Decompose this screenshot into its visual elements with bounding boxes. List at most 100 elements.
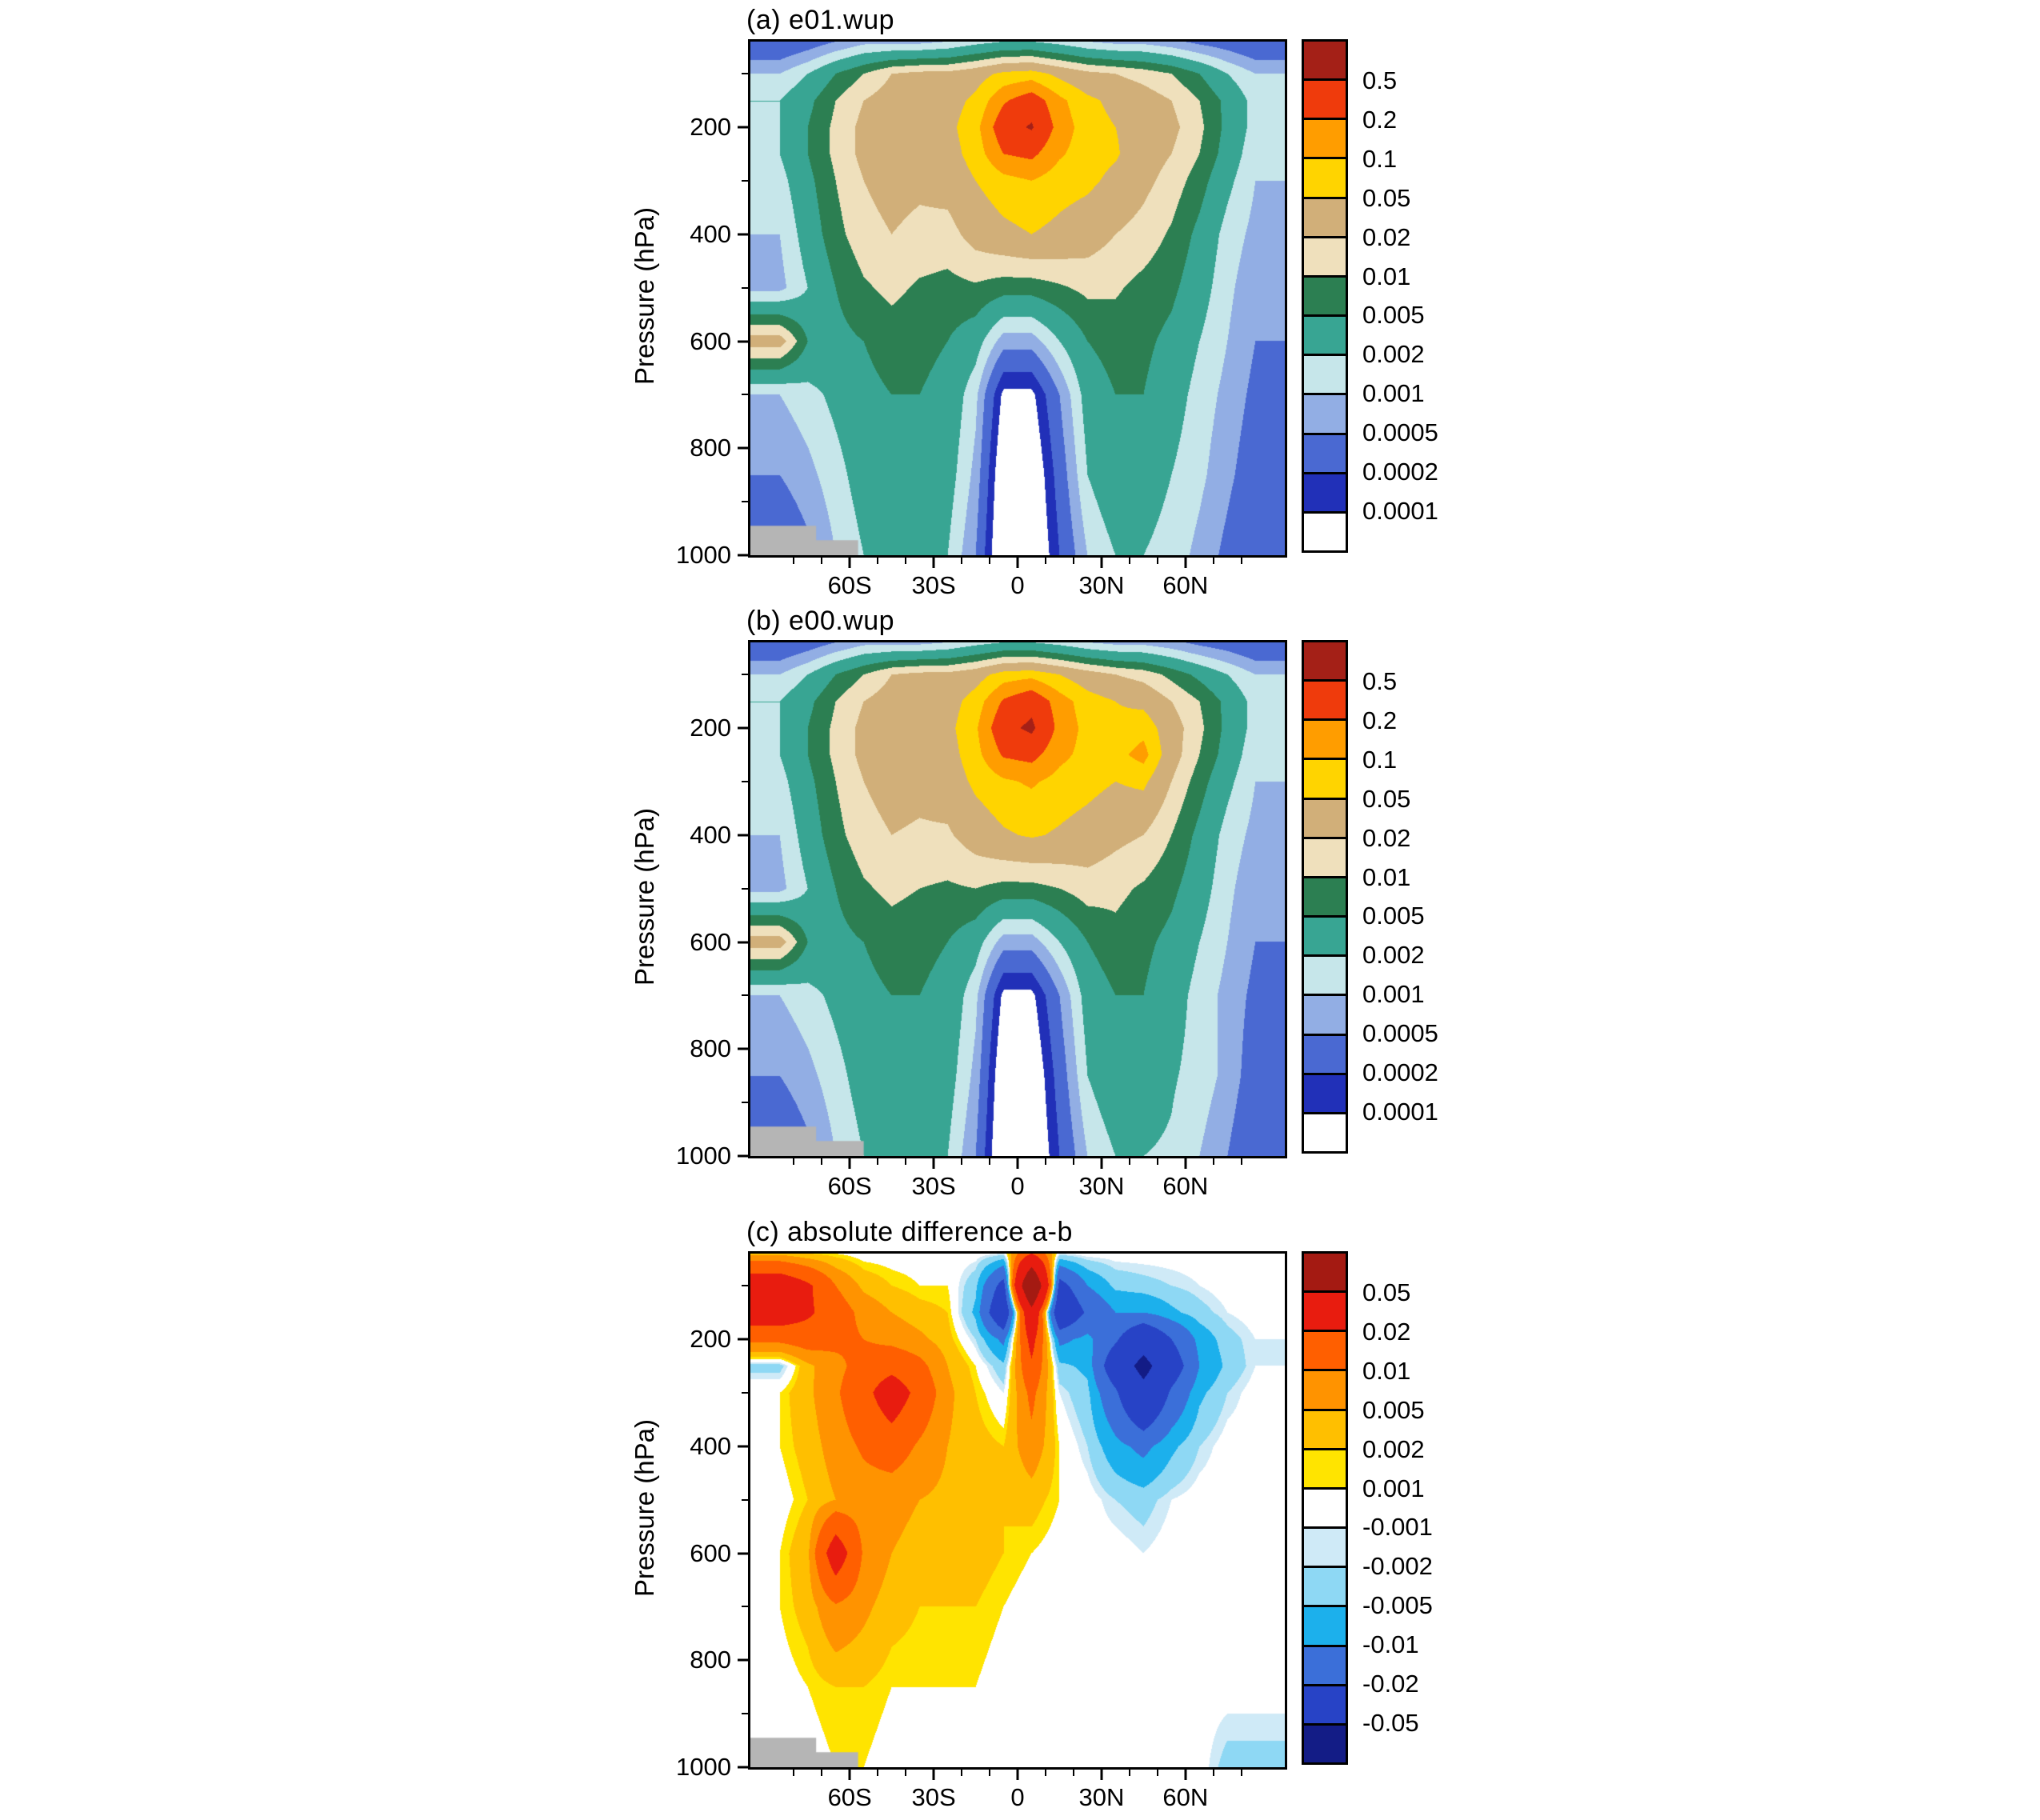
colorbar-label: 0.0001 [1362,497,1438,526]
x-tick-label: 30S [911,1783,956,1811]
colorbar-label: 0.001 [1362,980,1425,1009]
colorbar-label: 0.2 [1362,105,1398,134]
colorbar-label: 0.05 [1362,1278,1411,1306]
colorbar-label: 0.005 [1362,902,1425,930]
panel-c-title: (c) absolute difference a-b [746,1217,1073,1247]
x-minor-tick [989,1158,991,1165]
y-major-tick [738,340,748,342]
panel-a-colorbar [1302,39,1348,553]
x-tick-label: 30S [911,1172,956,1200]
y-major-tick [738,1338,748,1341]
x-minor-tick [905,1770,907,1776]
y-minor-tick [742,179,748,182]
colorbar-label: 0.02 [1362,823,1411,852]
x-minor-tick [989,558,991,564]
y-minor-tick [742,1102,748,1104]
colorbar-label: 0.5 [1362,666,1398,695]
panel-b-colorbar [1302,640,1348,1154]
colorbar-cell [1304,1486,1346,1527]
y-tick-label: 800 [690,1034,731,1063]
x-minor-tick [1072,558,1074,564]
x-major-tick [848,558,851,568]
x-minor-tick [1240,558,1242,564]
y-tick-label: 600 [690,1538,731,1567]
y-major-tick [738,1658,748,1662]
x-minor-tick [961,558,963,564]
colorbar-label: 0.0001 [1362,1098,1438,1126]
colorbar-label: 0.05 [1362,183,1411,212]
y-minor-tick [742,1391,748,1394]
y-minor-tick [742,501,748,503]
y-tick-label: 600 [690,927,731,956]
colorbar-label: 0.0005 [1362,1019,1438,1048]
x-major-tick [932,1770,935,1780]
colorbar-cell [1304,1526,1346,1566]
colorbar-cell [1304,471,1346,511]
y-tick-label: 1000 [676,541,731,569]
colorbar-cell [1304,994,1346,1034]
colorbar-cell [1304,1408,1346,1448]
x-tick-label: 60S [827,1783,872,1811]
y-tick-label: 600 [690,326,731,355]
colorbar-label: 0.002 [1362,1434,1425,1463]
panel-a-y-axis-label: Pressure (hPa) [630,207,659,385]
y-minor-tick [742,674,748,676]
y-major-tick [738,446,748,450]
y-minor-tick [742,1606,748,1608]
y-tick-label: 800 [690,1646,731,1674]
x-tick-label: 0 [1010,571,1025,599]
x-minor-tick [1044,558,1046,564]
colorbar-cell [1304,642,1346,680]
y-minor-tick [742,1713,748,1715]
colorbar-label: 0.0002 [1362,1058,1438,1087]
colorbar-cell [1304,354,1346,394]
y-major-tick [738,1766,748,1769]
colorbar-cell [1304,1290,1346,1330]
y-minor-tick [742,286,748,289]
panel-a-title: (a) e01.wup [746,5,895,35]
x-minor-tick [1240,1158,1242,1165]
x-tick-label: 60S [827,571,872,599]
colorbar-cell [1304,118,1346,158]
x-tick-label: 30N [1078,1172,1125,1200]
x-major-tick [1184,558,1187,568]
colorbar-cell [1304,758,1346,798]
y-major-tick [738,834,748,837]
colorbar-label: 0.0002 [1362,458,1438,486]
colorbar-cell [1304,274,1346,315]
y-major-tick [738,1154,748,1158]
x-minor-tick [877,1158,879,1165]
panel-b-plot-area: 200 400 600 800 1000 60S 30S 0 30N 60N [676,640,1287,1200]
x-minor-tick [793,1770,795,1776]
colorbar-label: -0.05 [1362,1709,1419,1738]
colorbar-label: 0.001 [1362,379,1425,408]
x-minor-tick [905,558,907,564]
colorbar-cell [1304,875,1346,916]
colorbar-label: 0.01 [1362,862,1411,891]
x-minor-tick [821,1770,823,1776]
y-tick-label: 200 [690,1325,731,1353]
y-minor-tick [742,780,748,782]
y-major-tick [738,1552,748,1554]
colorbar-label: 0.005 [1362,301,1425,330]
x-minor-tick [1044,1770,1046,1776]
colorbar-label: 0.1 [1362,745,1398,774]
panel-c-colorbar [1302,1251,1348,1765]
colorbar-label: 0.1 [1362,144,1398,173]
x-minor-tick [1128,1770,1130,1776]
y-minor-tick [742,994,748,997]
x-major-tick [932,1158,935,1169]
colorbar-cell [1304,42,1346,79]
colorbar-cell [1304,836,1346,876]
y-minor-tick [742,887,748,890]
panel-b-y-axis-label: Pressure (hPa) [630,808,659,986]
panel-c-y-axis-label: Pressure (hPa) [630,1419,659,1597]
colorbar-cell [1304,679,1346,719]
x-major-tick [932,558,935,568]
y-major-tick [738,726,748,730]
y-major-tick [738,126,748,129]
colorbar-cell [1304,954,1346,994]
colorbar-label: 0.01 [1362,1356,1411,1385]
y-tick-label: 400 [690,219,731,248]
